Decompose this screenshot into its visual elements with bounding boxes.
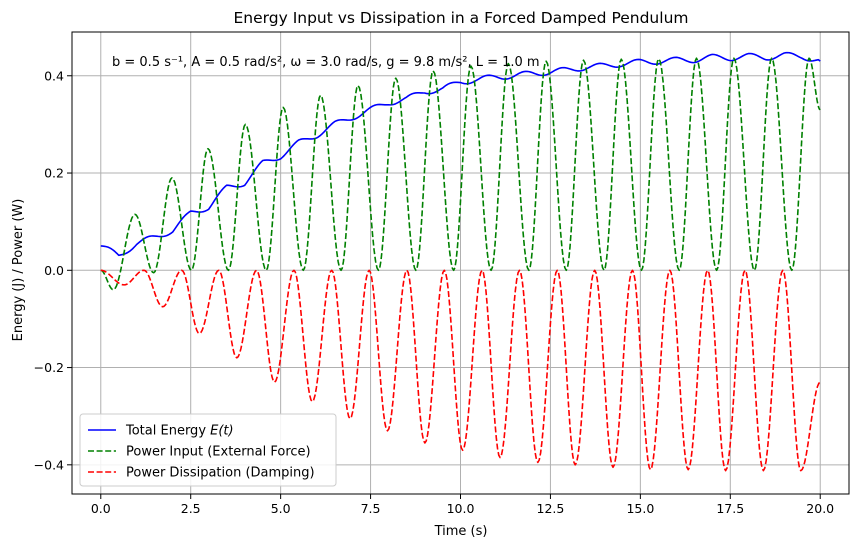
x-tick-label: 20.0: [806, 501, 834, 516]
x-tick-label: 17.5: [716, 501, 744, 516]
x-tick-label: 10.0: [447, 501, 475, 516]
x-tick-label: 15.0: [626, 501, 654, 516]
series-line-1: [100, 51, 821, 257]
y-axis-ticks: −0.4 −0.2 0.0 0.2 0.4: [34, 68, 72, 472]
x-tick-label: 12.5: [537, 501, 565, 516]
legend-label: Power Input (External Force): [126, 445, 311, 460]
series-line-3: [100, 269, 821, 472]
series-line-2: [100, 57, 821, 291]
x-axis-ticks: 0.0 2.5 5.0 7.5 10.0 12.5 15.0 17.5 20.0: [91, 494, 834, 516]
parameter-annotation: b = 0.5 s⁻¹, A = 0.5 rad/s², ω = 3.0 rad…: [112, 55, 540, 70]
x-tick-label: 7.5: [361, 501, 381, 516]
x-axis-title: Time (s): [434, 524, 488, 539]
y-axis-title: Energy (J) / Power (W): [11, 199, 26, 342]
series-layer: [100, 51, 821, 472]
chart-title: Energy Input vs Dissipation in a Forced …: [234, 9, 689, 27]
y-tick-label: 0.0: [44, 263, 64, 278]
y-tick-label: 0.4: [44, 68, 64, 83]
legend-label: Total Energy E(t): [125, 424, 234, 439]
legend-box: [79, 413, 337, 487]
x-tick-label: 2.5: [181, 501, 201, 516]
y-tick-label: −0.2: [34, 360, 64, 375]
x-tick-label: 0.0: [91, 501, 111, 516]
y-tick-label: 0.2: [44, 166, 64, 181]
legend: Total Energy E(t) Power Input (External F…: [79, 413, 337, 487]
y-tick-label: −0.4: [34, 457, 64, 472]
grid: [72, 32, 849, 494]
x-tick-label: 5.0: [271, 501, 291, 516]
legend-label: Power Dissipation (Damping): [126, 466, 315, 481]
